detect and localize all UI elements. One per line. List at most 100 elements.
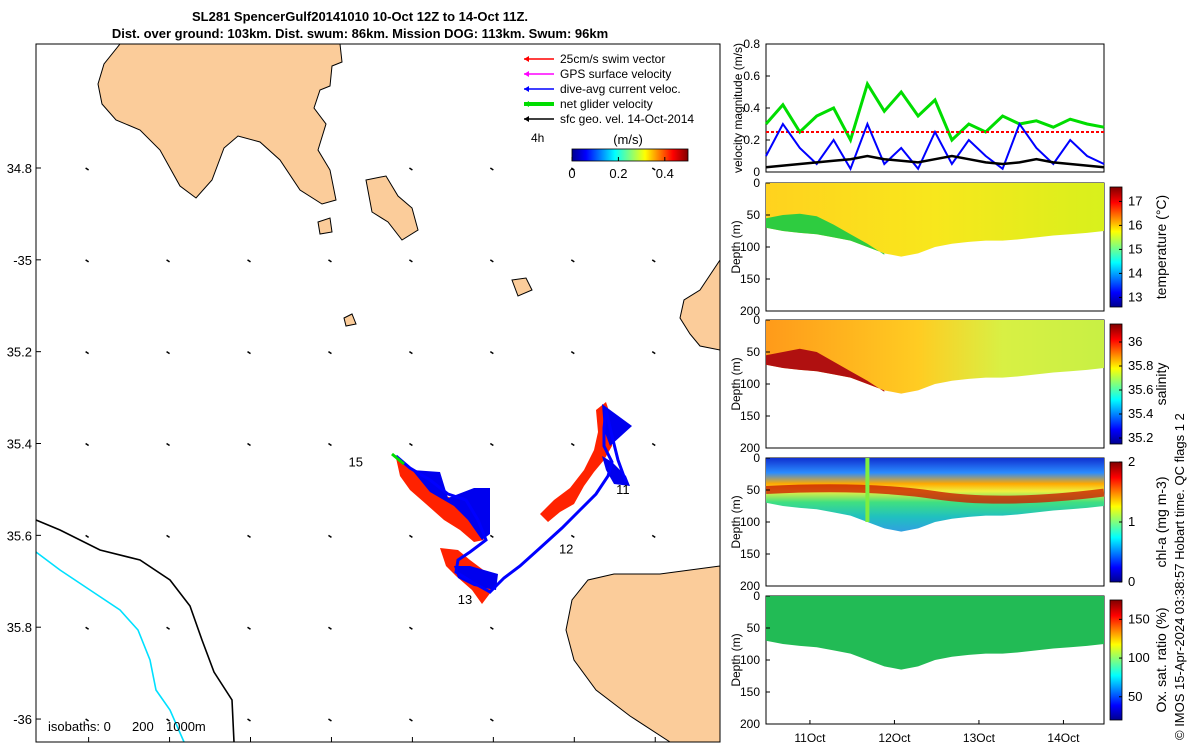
sfc-geo-velocity-arrow — [166, 259, 170, 263]
sfc-geo-velocity-arrow — [408, 351, 413, 355]
sfc-geo-velocity-arrow — [489, 167, 494, 171]
glider-track-start — [391, 452, 405, 466]
sfc-geo-velocity-arrow — [408, 626, 413, 630]
map-y-tick-label: -35 — [13, 253, 32, 268]
time-axis-tick-label: 12Oct — [878, 731, 911, 745]
section-y-tick-label: 0 — [753, 451, 760, 465]
sfc-geo-velocity-arrow — [328, 351, 332, 355]
sfc-geo-velocity-arrow — [408, 259, 413, 263]
section-colorbar-tick-label: 15 — [1128, 241, 1142, 256]
section-colorbar-label: chl-a (mg m-3) — [1153, 476, 1169, 567]
sfc-geo-velocity-arrow — [247, 626, 251, 630]
section-colorbar — [1109, 599, 1123, 721]
colorbar-tick-label: 0.4 — [656, 166, 674, 181]
velocity-series-line — [765, 121, 1105, 172]
land-island-small — [317, 217, 333, 235]
section-colorbar-tick-label: 35.2 — [1128, 430, 1153, 445]
sfc-geo-velocity-arrow — [570, 351, 575, 355]
section-colorbar-tick-label: 150 — [1128, 611, 1150, 626]
legend-arrowhead — [524, 56, 529, 62]
isobath-1000-label: 1000m — [166, 719, 206, 734]
section-colorbar — [1109, 186, 1123, 308]
map-y-tick-label: 34.8 — [7, 161, 32, 176]
section-deep-layer — [766, 213, 885, 255]
velocity-y-tick-label: 0 — [753, 165, 760, 179]
map-y-tick-label: 35.2 — [7, 345, 32, 360]
legend-label: 25cm/s swim vector — [560, 52, 665, 66]
isobath-200m — [36, 551, 185, 742]
sfc-geo-velocity-arrow — [85, 718, 90, 722]
velocity-series-line — [765, 154, 1105, 169]
dive-avg-current-fan — [412, 404, 632, 590]
section-y-tick-label: 50 — [747, 345, 761, 359]
time-axis-tick-label: 14Oct — [1047, 731, 1080, 745]
sfc-geo-velocity-arrow — [328, 534, 332, 538]
land-fleurieu — [565, 565, 720, 742]
section-y-tick-label: 50 — [747, 621, 761, 635]
section-y-tick-label: 100 — [740, 240, 760, 254]
velocity-colorbar — [571, 148, 689, 162]
section-colorbar-label: salinity — [1153, 363, 1169, 406]
day-label: 11 — [616, 482, 630, 497]
section-colorbar-tick-label: 2 — [1128, 454, 1135, 469]
section-y-tick-label: 150 — [740, 685, 760, 699]
section-y-tick-label: 50 — [747, 483, 761, 497]
legend-label: dive-avg current veloc. — [560, 82, 681, 96]
map-y-tick-label: 35.8 — [7, 620, 32, 635]
land-island-small — [511, 277, 533, 297]
sfc-geo-velocity-arrow — [570, 442, 575, 447]
section-y-axis-label: Depth (m) — [729, 633, 743, 686]
sfc-geo-velocity-arrow — [651, 259, 656, 263]
sfc-geo-velocity-arrow — [247, 534, 251, 538]
section-y-tick-label: 150 — [740, 272, 760, 286]
sfc-geo-velocity-arrow — [166, 351, 170, 355]
figure-title-line-1: SL281 SpencerGulf20141010 10-Oct 12Z to … — [192, 9, 528, 24]
legend-arrowhead — [524, 86, 529, 92]
section-y-tick-label: 150 — [740, 547, 760, 561]
sfc-geo-velocity-arrow — [328, 442, 332, 447]
section-y-axis-label: Depth (m) — [729, 495, 743, 548]
section-y-tick-label: 100 — [740, 515, 760, 529]
sfc-geo-velocity-arrow — [651, 534, 656, 538]
colorbar-tick-label: 0 — [568, 166, 575, 181]
map-ticks: 135.4135.6135.8136136.2136.4136.6136.834… — [7, 161, 656, 742]
sfc-geo-velocity-arrow — [408, 534, 413, 538]
sfc-geo-velocity-arrow — [247, 259, 251, 263]
sfc-geo-velocity-arrow — [85, 259, 90, 263]
section-y-tick-label: 200 — [740, 717, 760, 731]
map-y-tick-label: -36 — [13, 712, 32, 727]
section-data-field — [766, 596, 1104, 670]
sfc-geo-velocity-arrow — [408, 167, 413, 171]
day-label: 15 — [349, 454, 363, 469]
section-colorbar-tick-label: 16 — [1128, 217, 1142, 232]
sfc-geo-velocity-arrow — [489, 718, 494, 722]
section-colorbar-label: Ox. sat. ratio (%) — [1153, 607, 1169, 712]
colorbar-prefix: 4h — [531, 131, 544, 145]
velocity-y-tick-label: 0.6 — [743, 69, 760, 83]
section-colorbar-label: temperature (°C) — [1153, 195, 1169, 299]
sfc-geo-velocity-arrow — [651, 442, 656, 447]
sfc-geo-velocity-arrow — [489, 442, 494, 447]
section-colorbar-tick-label: 35.4 — [1128, 406, 1153, 421]
legend-label: net glider velocity — [560, 97, 653, 111]
sfc-geo-velocity-arrow — [85, 534, 90, 538]
section-colorbar-tick-label: 100 — [1128, 650, 1150, 665]
section-y-tick-label: 100 — [740, 653, 760, 667]
legend-label: GPS surface velocity — [560, 67, 671, 81]
time-axis-tick-label: 11Oct — [794, 731, 826, 745]
sfc-geo-velocity-arrow — [408, 442, 413, 447]
section-colorbar-tick-label: 14 — [1128, 265, 1142, 280]
section-colorbar-tick-label: 36 — [1128, 334, 1142, 349]
legend-label: sfc geo. vel. 14-Oct-2014 — [560, 112, 694, 126]
time-axis-tick-label: 13Oct — [963, 731, 996, 745]
section-y-tick-label: 0 — [753, 176, 760, 190]
isobath-0m — [36, 519, 235, 742]
section-y-tick-label: 0 — [753, 313, 760, 327]
sfc-geo-velocity-arrow — [85, 167, 90, 171]
section-colorbar-tick-label: 35.8 — [1128, 358, 1153, 373]
section-y-tick-label: 100 — [740, 377, 760, 391]
